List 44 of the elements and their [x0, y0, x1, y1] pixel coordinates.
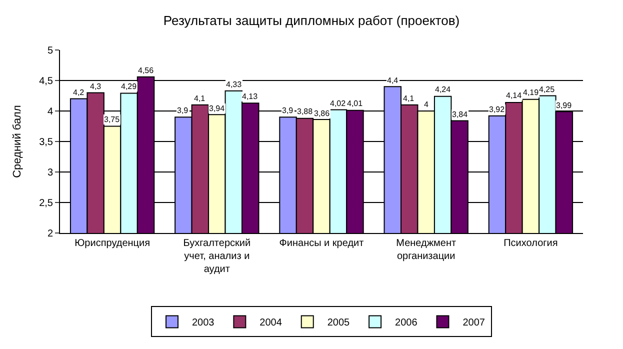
- data-label: 4,33: [226, 80, 242, 89]
- y-tick-label: 5: [47, 46, 54, 56]
- data-label: 3,9: [282, 106, 294, 115]
- data-label: 3,75: [104, 115, 120, 124]
- legend-label: 2004: [260, 318, 282, 329]
- data-label: 4,19: [523, 88, 540, 97]
- data-label: 3,94: [209, 104, 226, 113]
- data-label: 3,9: [177, 106, 189, 115]
- data-label: 4,24: [435, 85, 452, 94]
- y-tick-label: 3,5: [39, 137, 54, 148]
- y-tick-label: 4: [47, 106, 54, 118]
- data-label: 4,4: [387, 76, 399, 85]
- data-label: 4: [424, 100, 429, 109]
- data-label: 4,14: [506, 91, 522, 100]
- data-label: 4,2: [73, 88, 85, 97]
- chart-title: Результаты защиты дипломных работ (проектов): [163, 12, 460, 28]
- data-label: 4,02: [330, 99, 346, 108]
- data-label: 3,86: [314, 109, 330, 118]
- x-tick-label: Психология: [504, 238, 558, 249]
- data-label: 4,01: [347, 99, 364, 108]
- legend-label: 2003: [192, 318, 215, 329]
- x-tick-label: Менеджмент организации: [396, 238, 456, 262]
- legend-label: 2007: [462, 318, 486, 329]
- data-label: 4,1: [194, 94, 206, 103]
- x-tick-label: Бухгалтерский учет, анализ и аудит: [183, 238, 251, 275]
- data-label: 3,88: [297, 107, 314, 116]
- data-label: 4,1: [403, 94, 415, 103]
- y-tick-label: 4,5: [39, 76, 54, 87]
- data-label: 4,29: [121, 82, 138, 91]
- y-tick-label: 2: [47, 228, 54, 240]
- x-tick-label: Юриспруденция: [74, 238, 150, 249]
- legend-label: 2006: [395, 318, 418, 329]
- data-label: 4,25: [539, 85, 556, 94]
- data-label: 4,13: [242, 92, 258, 101]
- y-tick-label: 3: [47, 168, 54, 178]
- y-axis-title: Средний балл: [12, 105, 24, 178]
- data-label: 3,92: [489, 105, 506, 114]
- data-label: 3,99: [556, 101, 572, 110]
- data-label: 4,56: [138, 66, 154, 75]
- y-tick-label: 2,5: [39, 198, 54, 209]
- data-label: 4,3: [90, 82, 102, 91]
- x-tick-label: Финансы и кредит: [279, 238, 364, 249]
- legend-label: 2005: [327, 318, 350, 329]
- data-label: 3,84: [452, 110, 468, 119]
